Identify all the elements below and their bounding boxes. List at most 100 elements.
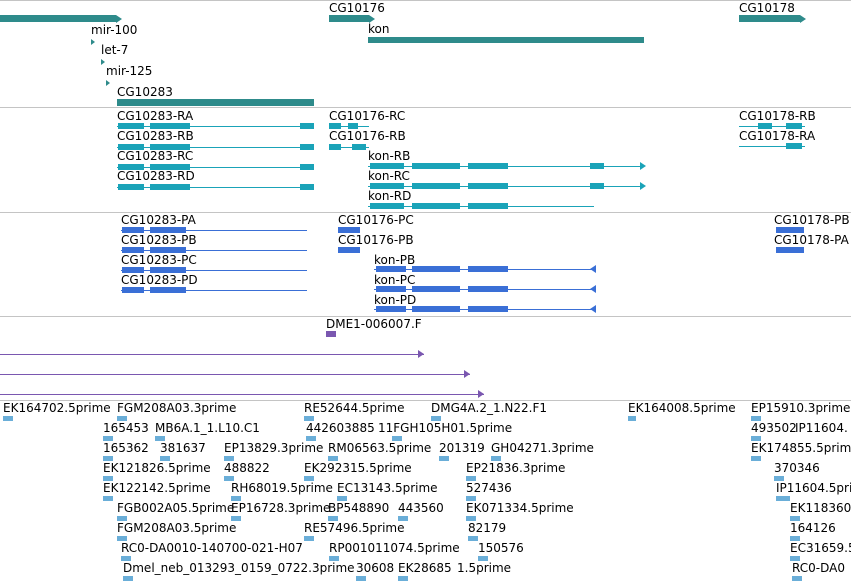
transcript-exon[interactable] xyxy=(468,183,508,189)
gene-label-mir-100[interactable]: mir-100 xyxy=(91,23,138,37)
est-label[interactable]: 442603885 xyxy=(306,421,375,435)
transcript-label[interactable]: kon-RB xyxy=(368,149,411,163)
est-label[interactable]: EK164008.5prime xyxy=(628,401,736,415)
transcript-label[interactable]: CG10283-RC xyxy=(117,149,194,163)
transcript-exon[interactable] xyxy=(370,183,404,189)
transcript-exon[interactable] xyxy=(300,123,314,129)
let-7-feature-marker[interactable] xyxy=(101,59,105,65)
protein-exon[interactable] xyxy=(150,227,186,233)
est-feature[interactable] xyxy=(790,556,800,561)
transcript-label[interactable]: kon-RC xyxy=(368,169,410,183)
transcript-exon[interactable] xyxy=(329,144,341,150)
transcript-exon[interactable] xyxy=(300,184,314,190)
protein-label[interactable]: kon-PC xyxy=(374,273,416,287)
est-label[interactable]: RC0-DA0010-140700-021-H07 xyxy=(121,541,303,555)
est-label[interactable]: MB6A.1_1.L10.C1 xyxy=(155,421,260,435)
est-feature[interactable] xyxy=(431,416,441,421)
est-label[interactable]: RE52644.5prime xyxy=(304,401,405,415)
est-label[interactable]: 201319 xyxy=(439,441,485,455)
est-feature[interactable] xyxy=(466,496,476,501)
est-label[interactable]: IP11604. xyxy=(795,421,848,435)
protein-label[interactable]: kon-PD xyxy=(374,293,417,307)
protein-label[interactable]: CG10176-PC xyxy=(338,213,414,227)
transcript-exon[interactable] xyxy=(412,183,460,189)
mir-100-feature-marker[interactable] xyxy=(91,39,95,45)
protein-label[interactable]: CG10178-PA xyxy=(774,233,849,247)
transcript-exon[interactable] xyxy=(118,184,144,190)
est-feature[interactable] xyxy=(224,476,234,481)
est-feature[interactable] xyxy=(751,416,761,421)
est-feature[interactable] xyxy=(439,456,449,461)
est-feature[interactable] xyxy=(468,536,478,541)
gene-label-CG10178[interactable]: CG10178 xyxy=(739,1,795,15)
est-feature[interactable] xyxy=(117,416,127,421)
est-label[interactable]: EP13829.3prime xyxy=(224,441,324,455)
transcript-exon[interactable] xyxy=(150,144,190,150)
transcript-exon[interactable] xyxy=(150,164,190,170)
est-label[interactable]: GH04271.3prime xyxy=(491,441,594,455)
est-feature[interactable] xyxy=(117,536,127,541)
est-label[interactable]: EP16728.3prime xyxy=(231,501,331,515)
transcript-exon[interactable] xyxy=(300,164,314,170)
est-feature[interactable] xyxy=(3,416,13,421)
protein-label[interactable]: CG10178-PB xyxy=(774,213,850,227)
est-label[interactable]: 493502 xyxy=(751,421,797,435)
protein-exon[interactable] xyxy=(412,286,460,292)
CG10176-gene-bar[interactable] xyxy=(329,15,369,22)
transcript-exon[interactable] xyxy=(786,123,802,129)
transcript-label[interactable]: CG10178-RB xyxy=(739,109,816,123)
est-label[interactable]: 488822 xyxy=(224,461,270,475)
protein-exon[interactable] xyxy=(376,266,406,272)
est-feature[interactable] xyxy=(478,556,488,561)
est-label[interactable]: EK164702.5prime xyxy=(3,401,111,415)
est-feature[interactable] xyxy=(306,436,316,441)
est-label[interactable]: RM06563.5prime xyxy=(328,441,432,455)
transcript-label[interactable]: CG10176-RC xyxy=(329,109,406,123)
est-feature[interactable] xyxy=(774,476,784,481)
est-feature[interactable] xyxy=(304,536,314,541)
est-feature[interactable] xyxy=(466,476,476,481)
est-feature[interactable] xyxy=(304,476,314,481)
transcript-exon[interactable] xyxy=(118,164,144,170)
protein-exon[interactable] xyxy=(376,286,406,292)
transcript-exon[interactable] xyxy=(468,203,508,209)
est-feature[interactable] xyxy=(155,436,165,441)
transcript-exon[interactable] xyxy=(348,123,358,129)
protein-exon[interactable] xyxy=(468,306,508,312)
est-feature[interactable] xyxy=(466,516,476,521)
transcript-label[interactable]: CG10283-RD xyxy=(117,169,195,183)
transcript-exon[interactable] xyxy=(370,203,404,209)
protein-exon[interactable] xyxy=(122,267,144,273)
est-feature[interactable] xyxy=(328,456,338,461)
transcript-exon[interactable] xyxy=(412,203,460,209)
est-feature[interactable] xyxy=(776,496,790,501)
est-feature[interactable] xyxy=(103,456,113,461)
est-feature[interactable] xyxy=(121,556,131,561)
est-feature[interactable] xyxy=(356,576,366,581)
est-feature[interactable] xyxy=(231,516,241,521)
est-label[interactable]: BP548890 xyxy=(328,501,390,515)
est-feature[interactable] xyxy=(790,536,800,541)
transcript-exon[interactable] xyxy=(150,184,190,190)
transcript-exon[interactable] xyxy=(370,163,404,169)
est-feature[interactable] xyxy=(491,456,501,461)
protein-label[interactable]: CG10283-PA xyxy=(121,213,196,227)
cdna-alignment-line[interactable] xyxy=(0,394,484,395)
est-label[interactable]: 165362 xyxy=(103,441,149,455)
mir-125-feature-marker[interactable] xyxy=(106,80,110,86)
est-feature[interactable] xyxy=(392,436,402,441)
protein-exon[interactable] xyxy=(122,287,144,293)
est-feature[interactable] xyxy=(304,416,314,421)
est-feature[interactable] xyxy=(224,456,234,461)
transcript-label[interactable]: kon-RD xyxy=(368,189,412,203)
est-label[interactable]: EK118360 xyxy=(790,501,851,515)
CG10283-gene-bar[interactable] xyxy=(117,99,314,106)
transcript-exon[interactable] xyxy=(412,163,460,169)
transcript-label[interactable]: CG10283-RA xyxy=(117,109,194,123)
est-feature[interactable] xyxy=(751,456,761,461)
est-label[interactable]: 30608 xyxy=(356,561,395,575)
protein-exon[interactable] xyxy=(338,227,360,233)
est-feature[interactable] xyxy=(329,556,339,561)
transcript-exon[interactable] xyxy=(150,123,190,129)
gene-label-CG10176[interactable]: CG10176 xyxy=(329,1,385,15)
